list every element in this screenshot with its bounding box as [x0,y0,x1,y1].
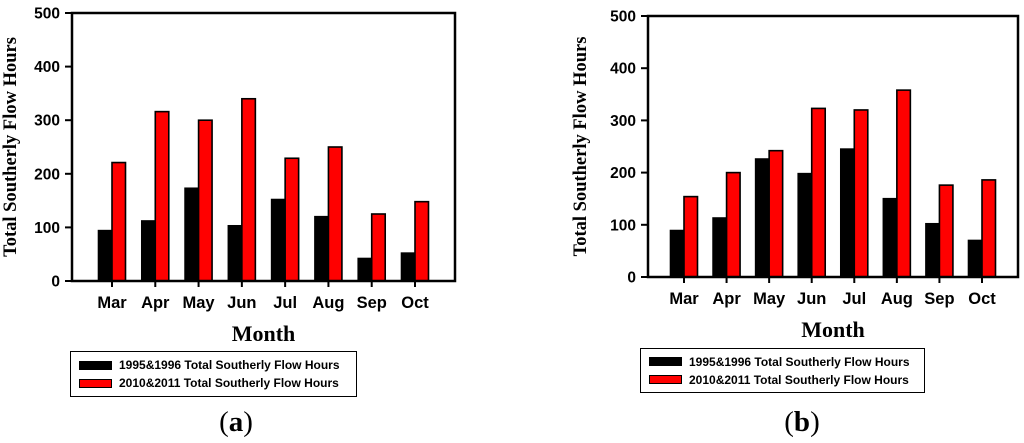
x-tick-label: Jul [842,290,866,308]
legend-panel-b: 1995&1996 Total Southerly Flow Hours 201… [640,348,925,393]
y-tick-label: 0 [51,274,60,291]
bar-a-Apr-s1 [140,220,157,282]
x-tick-label: Sep [924,290,954,308]
bar-b-Apr-s1 [712,217,728,278]
x-tick-label: May [753,290,786,308]
bar-b-May-s2 [768,149,784,278]
plot-frame [70,11,457,283]
x-tick-label: Oct [401,294,429,312]
caption-paren: ( [784,406,794,438]
bar-charts-canvas: 0 100 200 300 400 500 Mar Apr May Jun Jul Aug Sep Oct… [1,6,1020,345]
bar-b-Mar-s1 [669,229,685,278]
caption-letter: a [228,406,244,438]
bar-b-Aug-s1 [882,197,898,278]
legend-item: 1995&1996 Total Southerly Flow Hours [79,358,356,372]
bar-a-Jul-s1 [270,198,286,282]
y-axis-title: Total Southerly Flow Hours [571,37,591,257]
legend-item: 2010&2011 Total Southerly Flow Hours [649,373,924,387]
x-tick-label: Sep [357,294,387,312]
x-tick-label: Mar [669,290,699,308]
x-tick-label: Aug [312,294,344,312]
legend-label-series2: 2010&2011 Total Southerly Flow Hours [689,372,909,387]
legend-label-series2: 2010&2011 Total Southerly Flow Hours [119,376,339,390]
bar-a-Aug-s2 [327,146,343,282]
bar-a-May-s2 [197,119,213,282]
x-tick-label: Apr [141,294,170,312]
bar-b-Apr-s2 [725,171,741,278]
x-axis-title: Month [801,317,865,342]
y-tick-label: 100 [34,220,60,237]
x-tick-label: Aug [881,290,913,308]
y-tick-label: 500 [610,9,636,26]
bar-a-Sep-s1 [357,257,373,282]
bar-a-Oct-s1 [400,252,416,282]
bar-a-May-s1 [184,187,200,282]
caption-letter: b [793,406,811,438]
x-tick-label: Apr [712,290,741,308]
bar-b-Jul-s1 [839,148,856,278]
x-tick-label: Oct [968,290,996,308]
plot-frame [646,14,1020,279]
y-tick-label: 500 [34,6,60,23]
y-tick-label: 300 [34,113,60,130]
bar-a-Jun-s1 [227,224,243,282]
bar-a-Jul-s2 [284,157,300,282]
legend-label-series1: 1995&1996 Total Southerly Flow Hours [689,354,910,369]
legend-item: 2010&2011 Total Southerly Flow Hours [79,376,356,390]
y-axis-title: Total Southerly Flow Hours [1,37,21,257]
bar-b-Jul-s2 [853,109,869,278]
series2-swatch [79,378,112,388]
series1-swatch [649,357,682,366]
bar-b-Jun-s1 [797,172,813,278]
x-tick-label: Jun [797,290,826,308]
bar-b-Sep-s1 [925,222,941,278]
bar-b-Oct-s2 [981,179,997,278]
bar-a-Apr-s2 [154,110,170,282]
legend-label-series1: 1995&1996 Total Southerly Flow Hours [119,358,340,372]
bar-b-Oct-s1 [967,239,983,278]
y-tick-label: 200 [34,166,60,183]
legend-panel-a: 1995&1996 Total Southerly Flow Hours 201… [70,351,357,397]
x-tick-label: Jun [227,294,256,312]
y-tick-label: 0 [627,270,636,287]
bar-a-Aug-s1 [314,215,330,282]
bar-b-Jun-s2 [810,107,827,278]
y-tick-label: 100 [610,217,636,234]
bar-a-Jun-s2 [241,97,257,282]
series1-swatch [79,360,112,370]
bar-b-Sep-s2 [938,184,954,278]
series2-swatch [649,375,682,384]
bar-a-Oct-s2 [414,200,430,282]
x-tick-label: Mar [97,294,127,312]
caption-paren: ) [243,406,253,438]
caption-panel-b: (b) [722,406,882,439]
y-tick-label: 300 [610,113,636,130]
caption-paren: ( [219,406,229,438]
caption-paren: ) [810,406,820,438]
caption-panel-a: (a) [156,406,316,439]
bar-b-May-s1 [754,158,770,278]
y-tick-label: 400 [610,61,636,78]
legend-item: 1995&1996 Total Southerly Flow Hours [649,355,924,369]
x-tick-label: Jul [273,294,297,312]
y-tick-label: 400 [34,59,60,76]
bar-a-Sep-s2 [370,213,387,282]
x-axis-title: Month [232,321,296,345]
x-tick-label: May [183,294,216,312]
y-tick-label: 200 [610,165,636,182]
bar-a-Mar-s1 [97,229,113,282]
bar-a-Mar-s2 [111,161,127,282]
bar-b-Mar-s2 [683,195,699,278]
bar-b-Aug-s2 [896,89,912,278]
